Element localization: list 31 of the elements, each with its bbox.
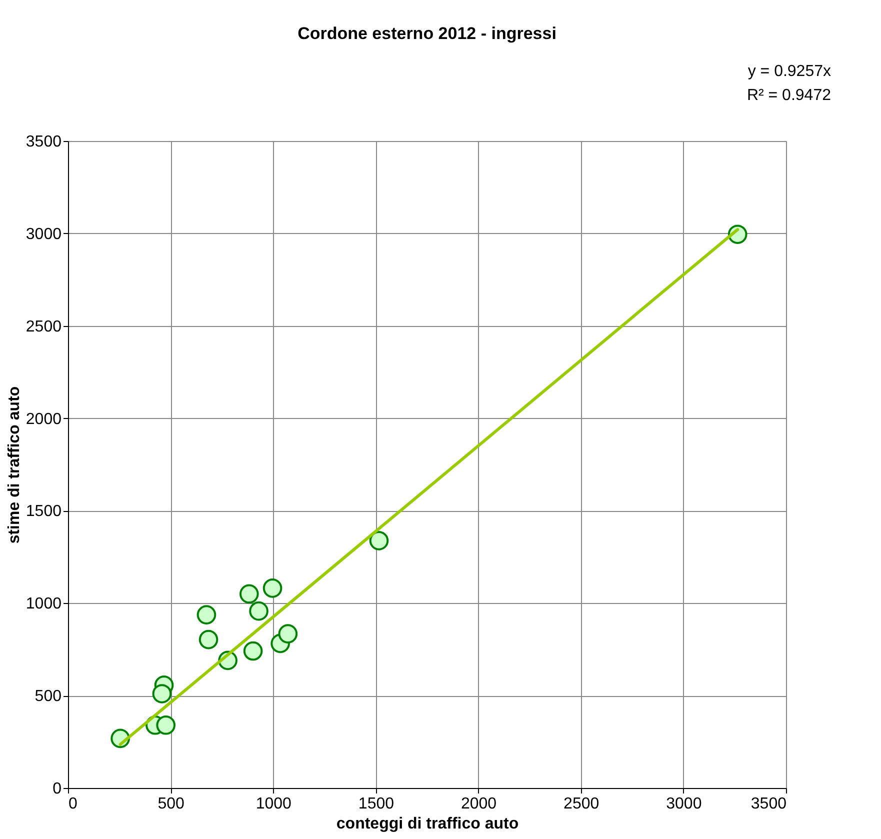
y-tick-label: 1500: [26, 503, 62, 520]
point: [369, 531, 389, 550]
point: [156, 716, 176, 735]
text: y = 0.9257x: [748, 63, 831, 80]
y-axis-title: stime di traffico auto: [6, 386, 23, 544]
point: [243, 641, 263, 661]
x-tick-label: 500: [158, 796, 185, 812]
point: [249, 601, 268, 621]
point: [239, 584, 259, 604]
y-tick-label: 2500: [26, 318, 62, 336]
point: [278, 624, 298, 644]
y-tick-label: 3500: [26, 134, 62, 150]
x-tick-label: 3500: [750, 796, 787, 812]
text: R² = 0.9472: [746, 87, 832, 104]
x-tick-label: 0: [68, 796, 78, 812]
point: [196, 605, 216, 624]
x-tick-label: 3000: [666, 796, 702, 812]
x-tick-label: 2000: [460, 796, 497, 812]
point: [152, 684, 172, 704]
y-tick-label: 3000: [26, 226, 62, 243]
y-tick-label: 2000: [26, 410, 62, 428]
y-tick-label: 500: [34, 688, 62, 706]
y-tick-label: 1000: [26, 596, 62, 613]
point: [262, 578, 282, 598]
x-axis-title: conteggi di traffico auto: [336, 816, 519, 832]
x-tick-label: 1000: [256, 796, 292, 812]
chart-title: Cordone esterno 2012 - ingressi: [298, 24, 556, 43]
point: [198, 630, 218, 650]
x-tick-label: 1500: [358, 796, 394, 812]
y-tick-label: 0: [52, 780, 62, 798]
x-tick-label: 2500: [564, 796, 600, 812]
